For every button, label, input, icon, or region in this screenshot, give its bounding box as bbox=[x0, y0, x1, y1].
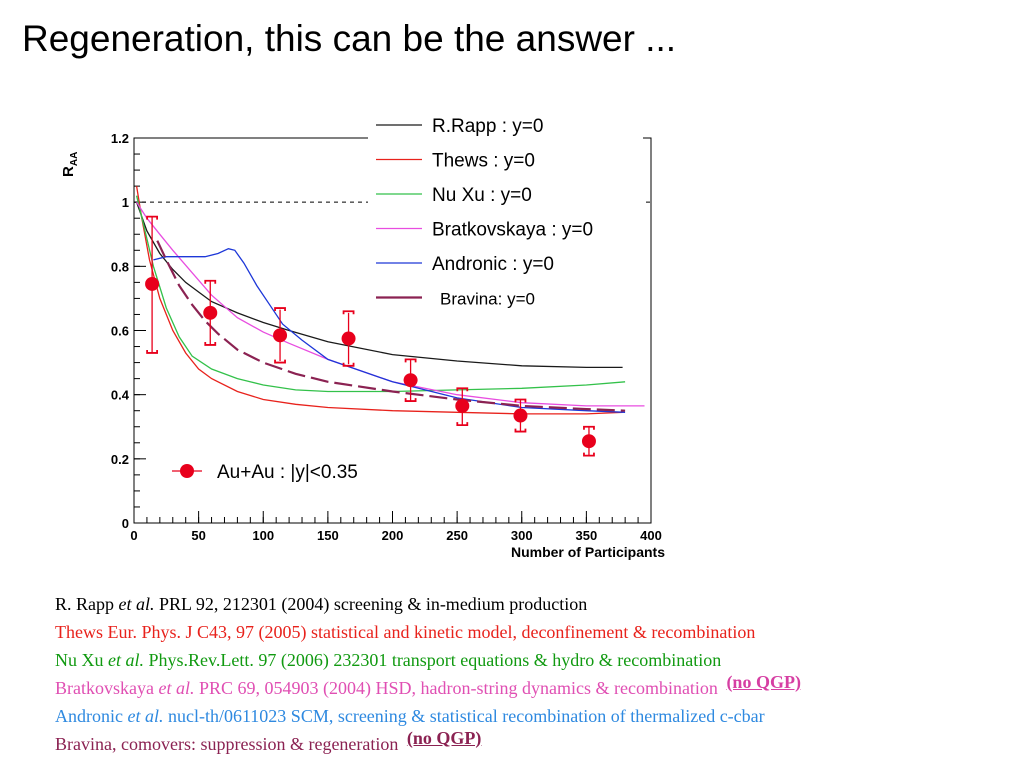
sys-bracket-top bbox=[583, 425, 595, 430]
x-tick-label: 0 bbox=[130, 528, 137, 543]
reference-bravina: Bravina, comovers: suppression & regener… bbox=[55, 728, 1020, 758]
y-tick-label: 1.2 bbox=[111, 131, 129, 146]
data-legend-swatch bbox=[180, 464, 194, 478]
sys-bracket-bottom bbox=[204, 341, 217, 346]
ref-author: Bravina bbox=[55, 734, 112, 754]
reference-andronic: Andronic et al. nucl-th/0611023 SCM, scr… bbox=[55, 702, 1020, 730]
ref-etal: et al. bbox=[118, 594, 155, 614]
legend-entry: R.Rapp : y=0 bbox=[432, 116, 543, 137]
legend-entry: Thews : y=0 bbox=[432, 151, 535, 172]
ref-etal: et al. bbox=[127, 706, 164, 726]
reference-thews: Thews Eur. Phys. J C43, 97 (2005) statis… bbox=[55, 618, 1020, 646]
sys-bracket-bottom bbox=[404, 398, 417, 402]
x-tick-label: 50 bbox=[191, 528, 205, 543]
sys-bracket-bottom bbox=[274, 359, 286, 364]
sys-bracket-bottom bbox=[583, 452, 595, 457]
data-point bbox=[341, 331, 356, 346]
legend-entry: Bratkovskaya : y=0 bbox=[432, 220, 593, 241]
sys-bracket-bottom bbox=[456, 422, 469, 427]
legend-background bbox=[368, 107, 643, 317]
y-axis-label-main: R bbox=[60, 166, 77, 177]
sys-bracket-top bbox=[274, 307, 286, 312]
legend-entry: Bravina: y=0 bbox=[440, 290, 535, 309]
ref-text: Phys.Rev.Lett. 97 (2006) 232301 transpor… bbox=[144, 650, 722, 670]
raa-chart: 0 0.2 0.4 0.6 0.8 1 1.2 0 50 100 150 200 250 300 350 40… bbox=[50, 95, 690, 585]
model-curve-2 bbox=[135, 195, 626, 393]
model-curve-0 bbox=[135, 201, 623, 369]
y-tick-label: 0.2 bbox=[111, 452, 129, 467]
data-point bbox=[273, 328, 288, 343]
references-list: R. Rapp et al. PRL 92, 212301 (2004) scr… bbox=[55, 590, 1020, 758]
sys-bracket-bottom bbox=[146, 349, 158, 354]
y-tick-label: 0.6 bbox=[111, 324, 129, 339]
x-tick-label: 350 bbox=[576, 528, 598, 543]
y-tick-label: 1 bbox=[122, 195, 129, 210]
data-point bbox=[203, 305, 218, 320]
sys-bracket-top bbox=[146, 215, 158, 220]
reference-rapp: R. Rapp et al. PRL 92, 212301 (2004) scr… bbox=[55, 590, 1020, 618]
data-point bbox=[403, 373, 418, 388]
ref-text: Eur. Phys. J C43, 97 (2005) statistical … bbox=[103, 622, 756, 642]
ref-author: Bratkovskaya bbox=[55, 678, 154, 698]
data-point bbox=[513, 408, 528, 423]
slide-title: Regeneration, this can be the answer ... bbox=[22, 18, 677, 59]
ref-etal: et al. bbox=[108, 650, 144, 670]
data-point bbox=[145, 276, 160, 291]
ref-etal: et al. bbox=[158, 678, 195, 698]
reference-bratkovskaya: Bratkovskaya et al. PRC 69, 054903 (2004… bbox=[55, 672, 1020, 702]
y-tick-label: 0.4 bbox=[111, 388, 130, 403]
sys-bracket-bottom bbox=[514, 428, 527, 433]
x-tick-label: 250 bbox=[446, 528, 468, 543]
sys-bracket-top bbox=[514, 398, 527, 403]
ref-text: PRL 92, 212301 (2004) screening & in-med… bbox=[154, 594, 588, 614]
model-curve-5 bbox=[156, 240, 626, 412]
ref-text: , comovers: suppression & regeneration bbox=[111, 734, 399, 754]
no-qgp-tag: (no QGP) bbox=[406, 728, 482, 748]
sys-bracket-top bbox=[404, 358, 417, 363]
data-point bbox=[581, 434, 596, 449]
y-tick-label: 0.8 bbox=[111, 259, 129, 274]
ref-author: Thews bbox=[55, 622, 103, 642]
sys-bracket-top bbox=[456, 387, 469, 392]
model-curve-3 bbox=[136, 201, 645, 407]
data-legend-entry: Au+Au : |y|<0.35 bbox=[217, 462, 358, 483]
x-tick-label: 150 bbox=[317, 528, 339, 543]
x-tick-label: 100 bbox=[252, 528, 274, 543]
legend-entry: Andronic : y=0 bbox=[432, 254, 554, 275]
y-axis-label-sub: AA bbox=[69, 152, 80, 166]
x-tick-label: 400 bbox=[640, 528, 662, 543]
sys-bracket-top bbox=[204, 279, 217, 284]
legend-entry: Nu Xu : y=0 bbox=[432, 185, 532, 206]
y-tick-label: 0 bbox=[122, 516, 129, 531]
ref-text: nucl-th/0611023 SCM, screening & statist… bbox=[163, 706, 765, 726]
raa-plot-svg: 0 0.2 0.4 0.6 0.8 1 1.2 0 50 100 150 200 250 300 350 40… bbox=[60, 107, 665, 560]
sys-bracket-top bbox=[342, 310, 355, 315]
x-axis-label: Number of Participants bbox=[511, 544, 665, 560]
ref-text: PRC 69, 054903 (2004) HSD, hadron-string… bbox=[194, 678, 718, 698]
x-tick-label: 300 bbox=[511, 528, 533, 543]
y-axis-label: RAA bbox=[60, 152, 80, 177]
no-qgp-tag: (no QGP) bbox=[726, 672, 801, 692]
data-point bbox=[455, 398, 470, 413]
sys-bracket-bottom bbox=[342, 362, 355, 367]
ref-author: Andronic bbox=[55, 706, 123, 726]
ref-author: R. Rapp bbox=[55, 594, 115, 614]
ref-author: Nu Xu bbox=[55, 650, 104, 670]
x-tick-label: 200 bbox=[382, 528, 404, 543]
reference-nuxu: Nu Xu et al. Phys.Rev.Lett. 97 (2006) 23… bbox=[55, 646, 1020, 674]
